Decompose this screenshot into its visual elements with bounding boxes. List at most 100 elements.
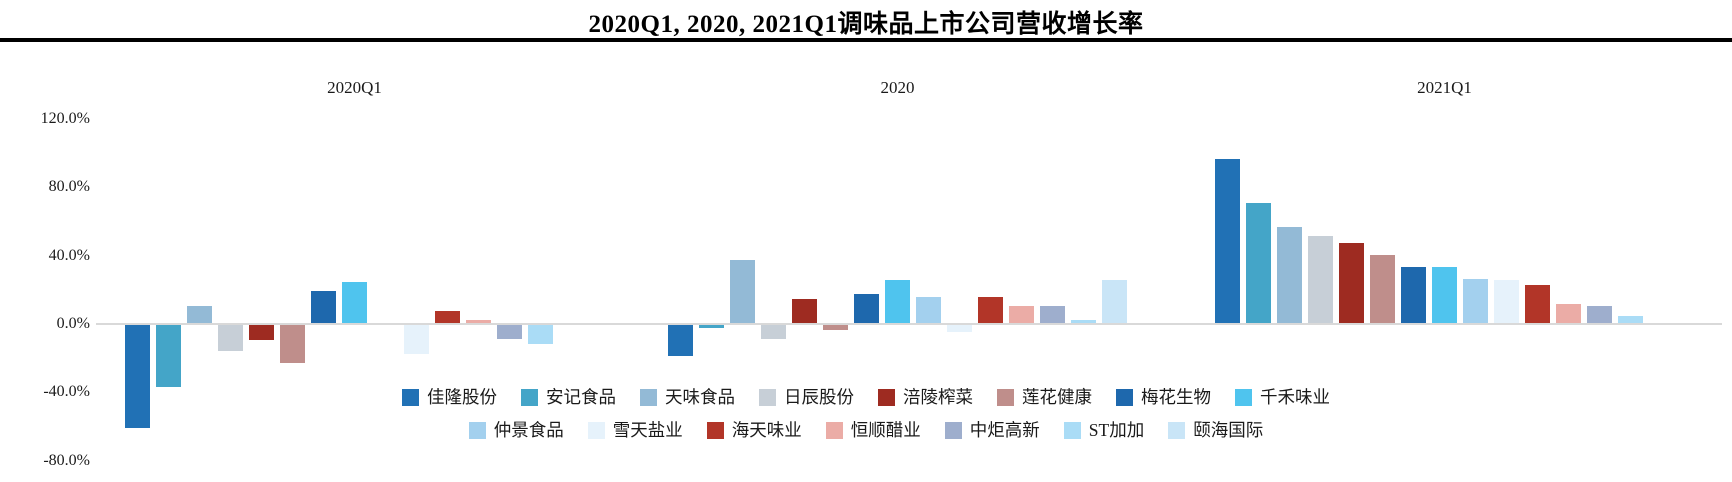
bar-2020-海天味业 bbox=[978, 297, 1003, 323]
legend-swatch-颐海国际 bbox=[1168, 421, 1186, 439]
legend-swatch-仲景食品 bbox=[468, 421, 486, 439]
bar-2020Q1-中炬高新 bbox=[497, 325, 522, 339]
legend-swatch-佳隆股份 bbox=[402, 388, 419, 406]
legend-swatch-ST加加 bbox=[1063, 421, 1081, 439]
bar-2021Q1-雪天盐业 bbox=[1494, 280, 1519, 323]
bar-2020Q1-莲花健康 bbox=[280, 325, 305, 363]
bar-2020-天味食品 bbox=[730, 259, 755, 323]
bar-2021Q1-涪陵榨菜 bbox=[1339, 242, 1364, 323]
bar-2020-雪天盐业 bbox=[947, 325, 972, 332]
legend-label-安记食品: 安记食品 bbox=[546, 387, 616, 407]
legend-item-涪陵榨菜: 涪陵榨菜 bbox=[878, 386, 973, 408]
legend-item-中炬高新: 中炬高新 bbox=[944, 419, 1040, 441]
y-axis-tick-label: -80.0% bbox=[43, 451, 90, 469]
group-label-2020: 2020 bbox=[880, 78, 915, 97]
legend-swatch-千禾味业 bbox=[1235, 388, 1252, 406]
bar-2020-佳隆股份 bbox=[668, 325, 693, 356]
bar-2021Q1-仲景食品 bbox=[1463, 278, 1488, 323]
legend-label-莲花健康: 莲花健康 bbox=[1022, 387, 1092, 407]
bar-2020-莲花健康 bbox=[823, 325, 848, 331]
bar-2020-日辰股份 bbox=[761, 325, 786, 339]
bar-2020Q1-天味食品 bbox=[187, 305, 212, 323]
legend-label-佳隆股份: 佳隆股份 bbox=[427, 387, 497, 407]
legend: 佳隆股份 安记食品 天味食品 日辰股份 涪陵榨菜 莲花健康 梅花生物 千禾味业仲景食品 雪天盐业… bbox=[0, 386, 1732, 441]
bar-2021Q1-千禾味业 bbox=[1432, 266, 1457, 323]
title-underline-rule bbox=[0, 38, 1732, 42]
legend-row-2: 仲景食品 雪天盐业 海天味业 恒顺醋业 中炬高新 ST加加 颐海国际 bbox=[468, 419, 1263, 441]
bar-2020Q1-佳隆股份 bbox=[125, 325, 150, 428]
legend-label-日辰股份: 日辰股份 bbox=[784, 387, 854, 407]
legend-item-佳隆股份: 佳隆股份 bbox=[402, 386, 497, 408]
group-label-2021Q1: 2021Q1 bbox=[1417, 78, 1472, 97]
bar-2020Q1-梅花生物 bbox=[311, 290, 336, 323]
y-axis-tick-label: 0.0% bbox=[56, 315, 90, 332]
group-label-2020Q1: 2020Q1 bbox=[327, 78, 382, 97]
bar-2021Q1-天味食品 bbox=[1277, 227, 1302, 323]
bar-2021Q1-ST加加 bbox=[1618, 316, 1643, 323]
bar-2021Q1-恒顺醋业 bbox=[1556, 304, 1581, 323]
bar-2020-中炬高新 bbox=[1040, 305, 1065, 323]
legend-label-涪陵榨菜: 涪陵榨菜 bbox=[903, 387, 973, 407]
legend-label-海天味业: 海天味业 bbox=[731, 420, 802, 440]
bar-2020-千禾味业 bbox=[885, 280, 910, 323]
legend-swatch-海天味业 bbox=[706, 421, 724, 439]
bar-2020Q1-雪天盐业 bbox=[404, 325, 429, 355]
legend-swatch-日辰股份 bbox=[759, 388, 776, 406]
bar-2021Q1-佳隆股份 bbox=[1215, 158, 1240, 323]
bar-2020-恒顺醋业 bbox=[1009, 305, 1034, 323]
bar-2021Q1-梅花生物 bbox=[1401, 266, 1426, 323]
legend-label-千禾味业: 千禾味业 bbox=[1260, 387, 1330, 407]
legend-swatch-中炬高新 bbox=[944, 421, 962, 439]
bar-2020-颐海国际 bbox=[1102, 280, 1127, 323]
bar-2021Q1-海天味业 bbox=[1525, 285, 1550, 323]
chart-title: 2020Q1, 2020, 2021Q1调味品上市公司营收增长率 bbox=[588, 11, 1144, 38]
bar-2020Q1-海天味业 bbox=[435, 311, 460, 323]
bar-2021Q1-莲花健康 bbox=[1370, 254, 1395, 323]
legend-item-颐海国际: 颐海国际 bbox=[1168, 419, 1263, 441]
legend-label-仲景食品: 仲景食品 bbox=[493, 420, 564, 440]
legend-item-莲花健康: 莲花健康 bbox=[997, 386, 1092, 408]
legend-label-ST加加: ST加加 bbox=[1088, 420, 1145, 440]
bar-2021Q1-安记食品 bbox=[1246, 203, 1271, 323]
legend-swatch-天味食品 bbox=[640, 388, 657, 406]
y-axis-tick-label: -40.0% bbox=[43, 383, 90, 401]
bar-2021Q1-中炬高新 bbox=[1587, 305, 1612, 323]
bar-2020Q1-安记食品 bbox=[156, 325, 181, 387]
legend-item-仲景食品: 仲景食品 bbox=[468, 419, 564, 441]
legend-label-颐海国际: 颐海国际 bbox=[1193, 420, 1264, 440]
bar-2020Q1-千禾味业 bbox=[342, 281, 367, 323]
legend-item-梅花生物: 梅花生物 bbox=[1116, 386, 1211, 408]
legend-swatch-恒顺醋业 bbox=[825, 421, 843, 439]
bar-2020-ST加加 bbox=[1071, 319, 1096, 323]
legend-item-安记食品: 安记食品 bbox=[521, 386, 616, 408]
legend-item-日辰股份: 日辰股份 bbox=[759, 386, 854, 408]
legend-swatch-涪陵榨菜 bbox=[878, 388, 895, 406]
legend-swatch-梅花生物 bbox=[1116, 388, 1133, 406]
bar-2020-梅花生物 bbox=[854, 293, 879, 323]
bar-2020-仲景食品 bbox=[916, 297, 941, 323]
bar-2020Q1-日辰股份 bbox=[218, 325, 243, 351]
y-axis-tick-label: 80.0% bbox=[48, 178, 90, 196]
legend-label-恒顺醋业: 恒顺醋业 bbox=[850, 420, 921, 440]
legend-swatch-安记食品 bbox=[521, 388, 538, 406]
zero-baseline bbox=[96, 323, 1722, 325]
legend-item-ST加加: ST加加 bbox=[1063, 419, 1145, 441]
legend-item-雪天盐业: 雪天盐业 bbox=[587, 419, 683, 441]
legend-swatch-雪天盐业 bbox=[587, 421, 605, 439]
legend-item-天味食品: 天味食品 bbox=[640, 386, 735, 408]
legend-item-千禾味业: 千禾味业 bbox=[1235, 386, 1330, 408]
y-axis-tick-label: 120.0% bbox=[40, 109, 90, 127]
legend-label-中炬高新: 中炬高新 bbox=[969, 420, 1040, 440]
bar-2020-安记食品 bbox=[699, 325, 724, 329]
bar-2020Q1-恒顺醋业 bbox=[466, 319, 491, 323]
bar-2020-涪陵榨菜 bbox=[792, 299, 817, 323]
bar-2020Q1-涪陵榨菜 bbox=[249, 325, 274, 341]
bar-2020Q1-ST加加 bbox=[528, 325, 553, 344]
legend-item-恒顺醋业: 恒顺醋业 bbox=[825, 419, 921, 441]
legend-label-梅花生物: 梅花生物 bbox=[1141, 387, 1211, 407]
legend-label-雪天盐业: 雪天盐业 bbox=[612, 420, 683, 440]
legend-swatch-莲花健康 bbox=[997, 388, 1014, 406]
bar-2021Q1-日辰股份 bbox=[1308, 235, 1333, 323]
